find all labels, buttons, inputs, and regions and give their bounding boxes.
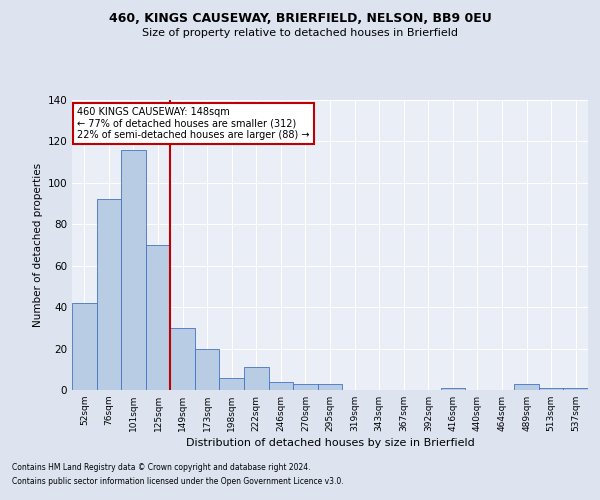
Bar: [269, 382, 293, 390]
Bar: [440, 388, 465, 390]
Bar: [318, 384, 342, 390]
Text: Size of property relative to detached houses in Brierfield: Size of property relative to detached ho…: [142, 28, 458, 38]
Bar: [244, 367, 269, 390]
X-axis label: Distribution of detached houses by size in Brierfield: Distribution of detached houses by size …: [185, 438, 475, 448]
Bar: [170, 328, 195, 390]
Bar: [121, 150, 146, 390]
Bar: [539, 388, 563, 390]
Text: 460 KINGS CAUSEWAY: 148sqm
← 77% of detached houses are smaller (312)
22% of sem: 460 KINGS CAUSEWAY: 148sqm ← 77% of deta…: [77, 108, 310, 140]
Bar: [563, 388, 588, 390]
Y-axis label: Number of detached properties: Number of detached properties: [33, 163, 43, 327]
Bar: [72, 303, 97, 390]
Text: Contains public sector information licensed under the Open Government Licence v3: Contains public sector information licen…: [12, 477, 344, 486]
Bar: [195, 348, 220, 390]
Bar: [514, 384, 539, 390]
Bar: [97, 200, 121, 390]
Text: Contains HM Land Registry data © Crown copyright and database right 2024.: Contains HM Land Registry data © Crown c…: [12, 464, 311, 472]
Bar: [293, 384, 318, 390]
Bar: [220, 378, 244, 390]
Text: 460, KINGS CAUSEWAY, BRIERFIELD, NELSON, BB9 0EU: 460, KINGS CAUSEWAY, BRIERFIELD, NELSON,…: [109, 12, 491, 26]
Bar: [146, 245, 170, 390]
